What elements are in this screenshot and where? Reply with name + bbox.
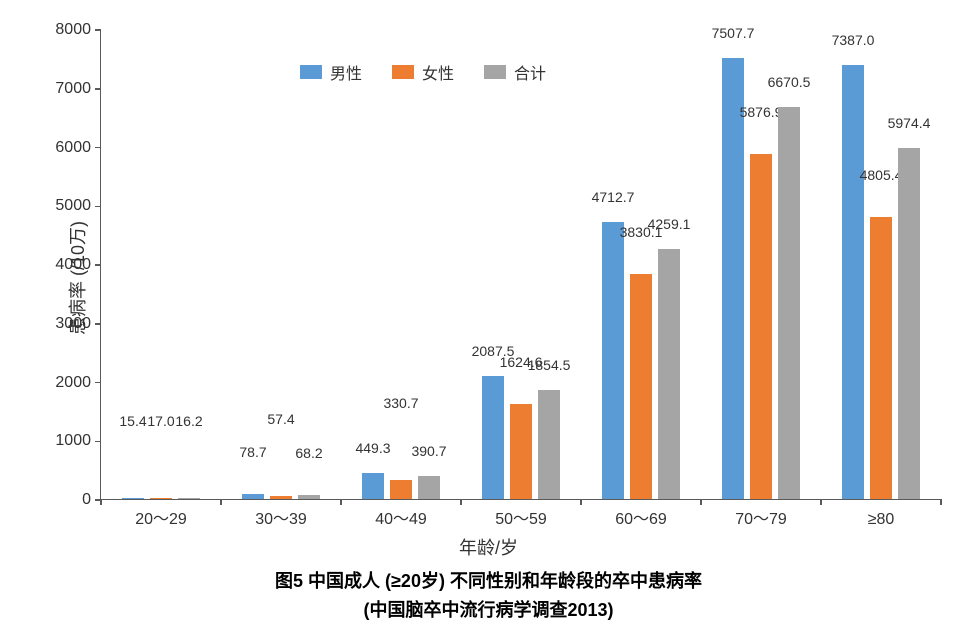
- x-category-label: 40～49: [375, 505, 427, 529]
- caption-line-1: 图5 中国成人 (≥20岁) 不同性别和年龄段的卒中患病率: [0, 567, 977, 596]
- y-tick-mark: [95, 382, 101, 384]
- bar-value-label: 6670.5: [768, 75, 811, 89]
- bar-value-label: 449.3: [355, 441, 390, 455]
- figure-caption: 图5 中国成人 (≥20岁) 不同性别和年龄段的卒中患病率 (中国脑卒中流行病学…: [0, 567, 977, 625]
- bar: [270, 496, 292, 499]
- legend-swatch: [300, 65, 322, 79]
- bar-value-label: 390.7: [411, 444, 446, 458]
- bar: [898, 148, 920, 499]
- y-tick-label: 5000: [51, 198, 91, 214]
- x-tick-mark: [220, 499, 222, 505]
- y-tick-label: 4000: [51, 257, 91, 273]
- bar: [842, 65, 864, 499]
- bar-value-label: 16.2: [175, 414, 202, 428]
- bar: [750, 154, 772, 499]
- bar-value-label: 17.0: [147, 414, 174, 428]
- bar: [778, 107, 800, 499]
- y-tick-label: 1000: [51, 433, 91, 449]
- y-tick-label: 0: [51, 492, 91, 508]
- y-tick-label: 7000: [51, 81, 91, 97]
- bar-value-label: 1854.5: [528, 358, 571, 372]
- bar: [178, 498, 200, 499]
- plot-area: 01000200030004000500060007000800020～2915…: [100, 30, 940, 500]
- bar: [390, 480, 412, 499]
- x-tick-mark: [100, 499, 102, 505]
- x-tick-mark: [460, 499, 462, 505]
- y-tick-mark: [95, 88, 101, 90]
- x-category-label: 30～39: [255, 505, 307, 529]
- chart-container: 患病率 (/10万) 01000200030004000500060007000…: [0, 0, 977, 635]
- x-tick-mark: [580, 499, 582, 505]
- bar-value-label: 78.7: [239, 445, 266, 459]
- x-category-label: 60～69: [615, 505, 667, 529]
- y-tick-label: 6000: [51, 140, 91, 156]
- y-tick-label: 3000: [51, 316, 91, 332]
- y-tick-label: 8000: [51, 22, 91, 38]
- bar: [602, 222, 624, 499]
- legend-label: 男性: [330, 60, 362, 84]
- legend-item: 女性: [392, 60, 454, 84]
- bar-value-label: 4712.7: [592, 190, 635, 204]
- legend-item: 男性: [300, 60, 362, 84]
- bar: [362, 473, 384, 499]
- x-tick-mark: [340, 499, 342, 505]
- bar: [630, 274, 652, 499]
- bar: [242, 494, 264, 499]
- bar: [150, 498, 172, 499]
- bar-value-label: 4259.1: [648, 217, 691, 231]
- x-category-label: ≥80: [868, 511, 895, 529]
- y-tick-mark: [95, 206, 101, 208]
- bar-value-label: 5974.4: [888, 116, 931, 130]
- bar-value-label: 68.2: [295, 446, 322, 460]
- x-category-label: 70～79: [735, 505, 787, 529]
- bar-value-label: 57.4: [267, 412, 294, 426]
- bar: [538, 390, 560, 499]
- y-tick-mark: [95, 29, 101, 31]
- bar-value-label: 330.7: [383, 396, 418, 410]
- bar: [482, 376, 504, 499]
- bar: [298, 495, 320, 499]
- x-category-label: 50～59: [495, 505, 547, 529]
- legend-label: 女性: [422, 60, 454, 84]
- bar-value-label: 5876.9: [740, 105, 783, 119]
- legend: 男性 女性 合计: [300, 60, 546, 84]
- bar-value-label: 7507.7: [712, 26, 755, 40]
- y-tick-mark: [95, 441, 101, 443]
- bar: [510, 404, 532, 499]
- legend-label: 合计: [514, 60, 546, 84]
- caption-line-2: (中国脑卒中流行病学调查2013): [0, 596, 977, 625]
- x-tick-mark: [820, 499, 822, 505]
- y-tick-mark: [95, 323, 101, 325]
- x-category-label: 20～29: [135, 505, 187, 529]
- x-tick-mark: [940, 499, 942, 505]
- legend-swatch: [392, 65, 414, 79]
- x-tick-mark: [700, 499, 702, 505]
- bar: [658, 249, 680, 499]
- bar: [122, 498, 144, 499]
- bar-value-label: 4805.4: [860, 168, 903, 182]
- bar: [418, 476, 440, 499]
- bar: [722, 58, 744, 499]
- y-tick-label: 2000: [51, 375, 91, 391]
- y-tick-mark: [95, 147, 101, 149]
- bar: [870, 217, 892, 499]
- bar-value-label: 15.4: [119, 414, 146, 428]
- y-tick-mark: [95, 264, 101, 266]
- x-axis-title: 年龄/岁: [0, 534, 977, 560]
- legend-swatch: [484, 65, 506, 79]
- legend-item: 合计: [484, 60, 546, 84]
- bar-value-label: 7387.0: [832, 33, 875, 47]
